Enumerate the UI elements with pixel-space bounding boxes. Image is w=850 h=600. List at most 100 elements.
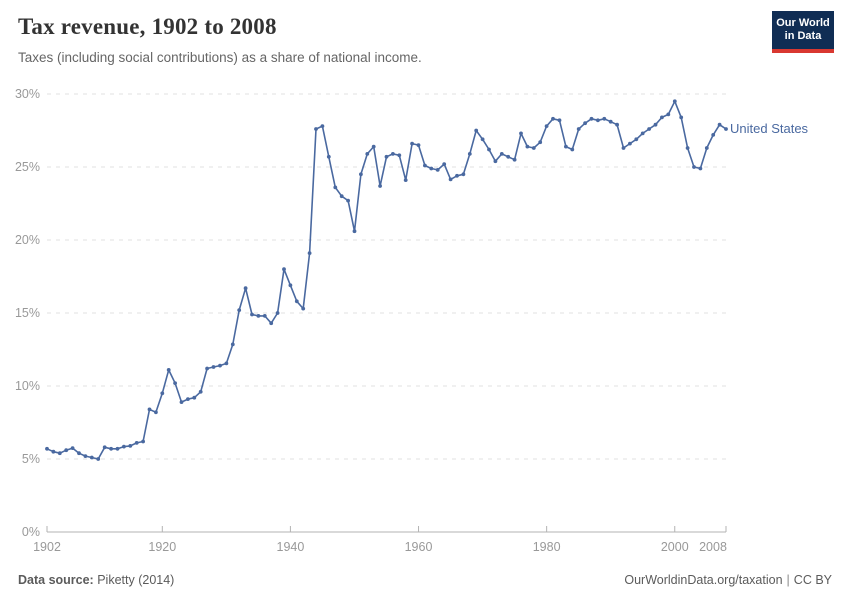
data-point [89,455,94,460]
data-point [346,198,350,203]
y-tick-label: 15% [15,306,40,320]
data-point [365,152,370,156]
data-point [480,137,485,142]
data-point [455,173,459,178]
data-point [634,137,639,142]
data-point [493,159,498,164]
data-point [512,157,517,162]
data-point [352,229,357,234]
data-point [403,178,408,183]
data-point [461,172,466,177]
data-point [186,397,190,401]
data-point [692,165,696,169]
data-point [704,146,709,150]
data-point [250,312,254,317]
data-point [666,112,671,117]
data-point [557,118,562,123]
y-tick-label: 20% [15,233,40,247]
x-tick-label: 1960 [405,540,433,554]
owid-logo-line1: Our World [776,17,830,29]
data-point [205,366,210,371]
data-point [237,308,242,312]
owid-url-link[interactable]: OurWorldinData.org/taxation [624,573,783,587]
data-point [487,147,491,152]
y-tick-label: 5% [22,452,40,466]
data-point [179,400,184,404]
data-point [269,321,274,326]
data-point [333,185,338,190]
data-point [326,154,331,159]
data-point [243,286,248,291]
owid-logo[interactable]: Our World in Data [772,11,834,53]
data-point [275,311,280,315]
data-point [660,115,664,120]
data-point [192,395,197,400]
data-point [397,153,402,158]
data-point [467,152,472,156]
owid-logo-line2: in Data [784,30,822,42]
data-point [628,141,632,146]
data-source: Data source: Piketty (2014) [18,573,174,587]
data-point [256,314,261,318]
data-point [724,127,728,131]
data-point [314,127,318,131]
chart-subtitle: Taxes (including social contributions) a… [18,50,422,65]
data-point [672,99,677,104]
data-point [102,445,107,450]
y-tick-label: 30% [15,87,40,101]
data-point [602,116,607,121]
x-tick-label: 1980 [533,540,561,554]
x-tick-label: 1902 [33,540,61,554]
data-point [583,121,587,126]
data-point [288,283,293,288]
data-point [416,143,421,148]
data-point [647,127,651,131]
y-tick-label: 10% [15,379,40,393]
data-point [96,457,101,461]
data-point [384,154,389,159]
data-point [608,119,613,124]
data-point [45,446,49,451]
data-point [570,147,575,152]
data-point [51,449,56,454]
data-point [589,116,594,121]
data-point [474,128,479,133]
data-point [685,146,690,150]
data-point [282,267,286,272]
data-point [499,152,504,156]
page-title: Tax revenue, 1902 to 2008 [18,14,277,39]
data-point [166,368,171,372]
data-point [538,140,543,145]
data-point [621,146,626,150]
data-point [391,152,395,156]
data-point [115,446,120,451]
data-point [160,391,165,396]
data-point [711,133,716,137]
data-point [564,144,568,149]
data-point [378,184,382,188]
data-point [218,363,222,368]
data-point [531,146,536,150]
y-tick-label: 0% [22,525,40,539]
data-point [423,163,427,168]
y-tick-label: 25% [15,160,40,174]
data-point [211,365,216,369]
data-point [698,166,703,171]
data-point [519,131,523,136]
data-point [262,314,267,318]
footer-links: OurWorldinData.org/taxation | CC BY [624,573,832,587]
x-tick-label: 1920 [148,540,176,554]
data-point [371,144,376,149]
x-tick-label: 1940 [277,540,305,554]
license-link[interactable]: CC BY [793,573,832,587]
data-point [147,407,152,412]
data-point [640,131,645,136]
data-point [615,122,619,127]
data-point [294,299,299,304]
data-point [339,194,344,199]
data-source-label: Data source: [18,573,94,587]
data-point [717,122,722,127]
data-point [429,166,434,171]
